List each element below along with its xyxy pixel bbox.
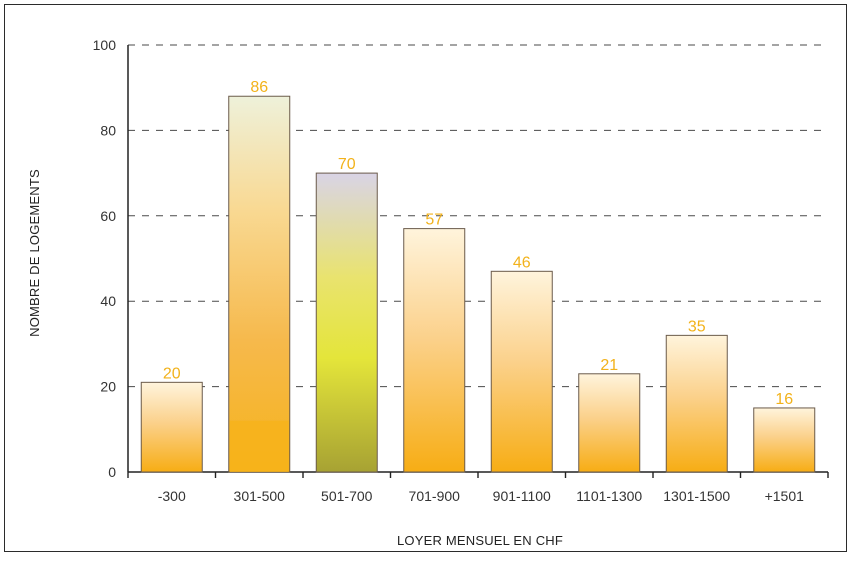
y-tick-label-80: 80	[100, 122, 116, 138]
bar-1301-1500	[665, 334, 728, 473]
bar-301-500	[228, 95, 291, 473]
x-tick-label-501-700: 501-700	[321, 488, 373, 504]
bar-value-label-901-1100: 46	[513, 254, 531, 271]
y-tick-label-0: 0	[108, 464, 116, 480]
bar-value-label-301-500: 86	[250, 79, 268, 96]
x-tick-label-1101-1300: 1101-1300	[576, 488, 642, 504]
bar-301-500-lower-shade	[229, 420, 289, 472]
labels-layer: 20 -300 86 301-500 70 501-700 57 701-900 46 901-1…	[158, 79, 804, 504]
bar-value-label-+1501: 16	[775, 391, 793, 408]
chart-frame: 0 20 40 60 80 100 20 -300 86 301-500 70 501-700 57 7…	[4, 4, 847, 552]
bars-layer	[140, 95, 816, 473]
x-axis-title: LOYER MENSUEL EN CHF	[397, 533, 563, 548]
y-tick-label-100: 100	[93, 37, 117, 53]
x-tick-label-901-1100: 901-1100	[493, 488, 551, 504]
x-tick-label-301-500: 301-500	[234, 488, 286, 504]
bar-value-label-1101-1300: 21	[600, 357, 618, 374]
x-tick-label--300: -300	[158, 488, 186, 504]
bar-value-label-501-700: 70	[338, 156, 356, 173]
y-tick-label-40: 40	[100, 293, 116, 309]
bar-901-1100	[490, 270, 553, 473]
bar-+1501	[753, 407, 816, 473]
bar--300	[140, 381, 203, 473]
bar-501-700	[315, 172, 378, 473]
bar-value-label-701-900: 57	[425, 212, 443, 229]
bar-value-label-1301-1500: 35	[688, 318, 706, 335]
x-tick-label-701-900: 701-900	[409, 488, 461, 504]
y-axis-title: NOMBRE DE LOGEMENTS	[27, 169, 42, 337]
y-tick-label-20: 20	[100, 379, 116, 395]
bar-1101-1300	[578, 373, 641, 473]
x-tick-label-1301-1500: 1301-1500	[663, 488, 730, 504]
y-tick-label-60: 60	[100, 208, 116, 224]
bar-chart: 0 20 40 60 80 100 20 -300 86 301-500 70 501-700 57 7…	[27, 37, 829, 548]
bar-701-900	[403, 228, 466, 473]
x-tick-label-+1501: +1501	[765, 488, 805, 504]
bar-value-label--300: 20	[163, 365, 181, 382]
